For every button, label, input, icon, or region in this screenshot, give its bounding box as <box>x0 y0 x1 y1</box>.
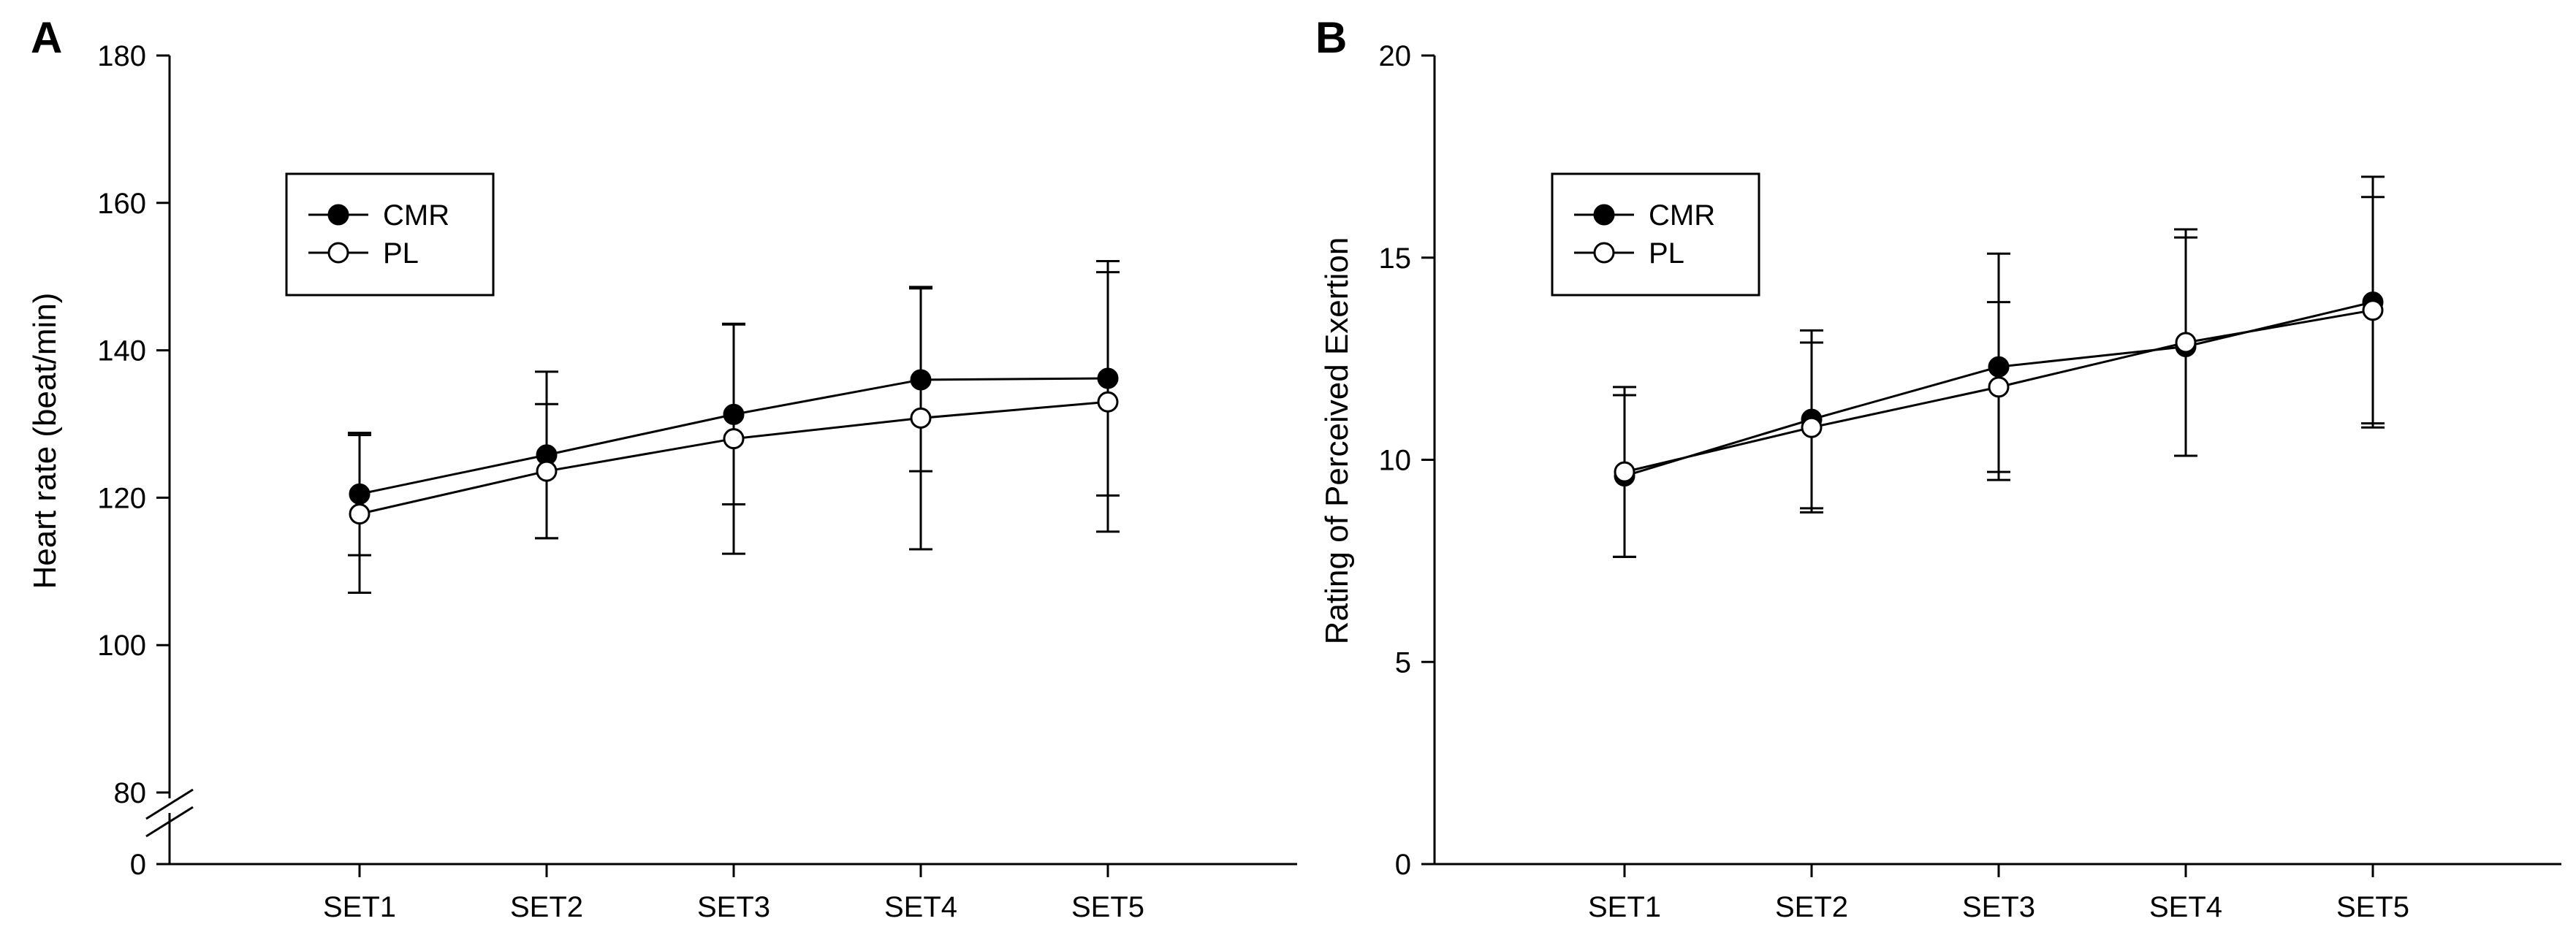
panel-b-legend-marker-cmr <box>1593 204 1615 226</box>
panel-a-legend-label-cmr: CMR <box>383 199 449 232</box>
panel-a-x-tick-label: SET2 <box>510 891 583 923</box>
panel-a-y-tick-label: 100 <box>97 630 146 662</box>
panel-b-legend-marker-pl <box>1593 242 1615 264</box>
panel-b-y-tick-label: 15 <box>1379 242 1412 275</box>
panel-b-legend-label-cmr: CMR <box>1649 199 1715 232</box>
panel-a-axes: 0 80 100 120 140 160 180 SET1 SET2 SET3 SET4 SET5 He… <box>27 40 1297 923</box>
panel-a-legend-label-pl: PL <box>383 237 419 270</box>
panel-b-rpe-chart: B 0 5 10 15 20 SET1 SET2 SET3 SET4 SET5 Rating of … <box>1315 13 2561 923</box>
panel-b-point-cmr <box>1988 356 2010 378</box>
panel-b-point-pl <box>1801 416 1823 438</box>
panel-a-point-pl <box>536 460 558 482</box>
panel-a-series <box>348 260 1120 595</box>
panel-a-point-cmr <box>723 403 745 425</box>
panel-b-letter: B <box>1315 13 1347 62</box>
panel-a-x-tick-label: SET3 <box>697 891 770 923</box>
panel-a-y-tick-label: 180 <box>97 40 146 72</box>
panel-b-y-tick-label: 10 <box>1379 445 1412 477</box>
panel-b-x-tick-label: SET4 <box>2149 891 2222 923</box>
panel-b-point-pl <box>2362 299 2384 321</box>
panel-b-x-tick-label: SET3 <box>1962 891 2035 923</box>
panel-a-legend: CMR PL <box>285 172 495 297</box>
panel-b-point-pl <box>1988 376 2010 398</box>
panel-a-point-pl <box>349 503 371 525</box>
panel-b-x-tick-label: SET1 <box>1588 891 1661 923</box>
panel-b-legend-box <box>1551 172 1760 297</box>
panel-b-point-pl <box>1614 461 1635 483</box>
panel-b-y-tick-label: 5 <box>1395 646 1411 679</box>
panel-a-point-pl <box>1097 391 1119 413</box>
panel-a-x-tick-label: SET1 <box>323 891 396 923</box>
panel-b-y-tick-label: 20 <box>1379 40 1412 72</box>
panel-a-y-tick-label: 0 <box>130 849 146 881</box>
panel-a-point-pl <box>910 407 932 429</box>
panel-b-series <box>1613 175 2385 558</box>
panel-a-point-cmr <box>349 483 371 505</box>
panel-a-y-tick-label: 120 <box>97 482 146 514</box>
panel-a-legend-box <box>285 172 495 297</box>
panel-b-legend-label-pl: PL <box>1649 237 1684 270</box>
panel-b-x-tick-label: SET2 <box>1775 891 1848 923</box>
panel-a-legend-marker-pl <box>327 242 349 264</box>
panel-a-y-tick-label: 80 <box>114 777 147 809</box>
panel-a-x-tick-label: SET5 <box>1071 891 1144 923</box>
panel-b-legend: CMR PL <box>1551 172 1760 297</box>
panel-a-letter: A <box>31 13 62 62</box>
panel-a-y-tick-label: 140 <box>97 335 146 367</box>
panel-a-axis-break-mark <box>145 806 194 838</box>
panel-a-point-cmr <box>1097 367 1119 389</box>
panel-b-y-tick-label: 0 <box>1395 849 1411 881</box>
panel-b-axes: 0 5 10 15 20 SET1 SET2 SET3 SET4 SET5 Rating of Pe… <box>1319 40 2561 923</box>
panel-a-point-cmr <box>910 369 932 391</box>
panel-a-axis-break-mark <box>145 788 194 820</box>
panel-a-legend-marker-cmr <box>327 204 349 226</box>
panel-a-y-axis-label: Heart rate (beat/min) <box>27 293 63 589</box>
panel-b-point-pl <box>2175 332 2197 354</box>
panel-a-y-tick-label: 160 <box>97 188 146 220</box>
panel-b-x-tick-label: SET5 <box>2336 891 2409 923</box>
panel-a-heart-rate-chart: A 0 80 100 120 140 160 180 SET1 SET2 SET3 SET4 SET5… <box>27 13 1297 923</box>
panel-a-point-pl <box>723 428 745 450</box>
panel-b-y-axis-label: Rating of Perceived Exertion <box>1319 237 1355 645</box>
panel-a-x-tick-label: SET4 <box>884 891 957 923</box>
